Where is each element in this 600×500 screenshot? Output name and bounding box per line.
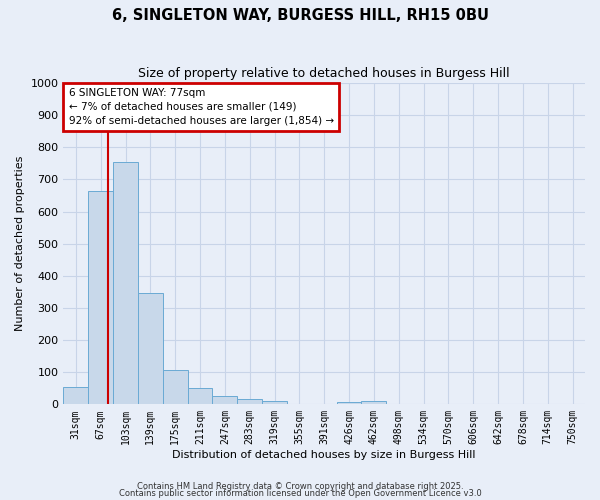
Text: 6 SINGLETON WAY: 77sqm
← 7% of detached houses are smaller (149)
92% of semi-det: 6 SINGLETON WAY: 77sqm ← 7% of detached …	[68, 88, 334, 126]
Bar	[64, 386, 88, 404]
Bar	[337, 402, 361, 404]
Bar	[262, 401, 287, 404]
Y-axis label: Number of detached properties: Number of detached properties	[15, 156, 25, 332]
Bar	[138, 294, 163, 405]
Bar	[88, 190, 113, 404]
Bar	[237, 398, 262, 404]
Bar	[113, 162, 138, 404]
Bar	[188, 388, 212, 404]
Text: Contains HM Land Registry data © Crown copyright and database right 2025.: Contains HM Land Registry data © Crown c…	[137, 482, 463, 491]
Bar	[212, 396, 237, 404]
Bar	[163, 370, 188, 404]
X-axis label: Distribution of detached houses by size in Burgess Hill: Distribution of detached houses by size …	[172, 450, 476, 460]
Text: Contains public sector information licensed under the Open Government Licence v3: Contains public sector information licen…	[119, 490, 481, 498]
Text: 6, SINGLETON WAY, BURGESS HILL, RH15 0BU: 6, SINGLETON WAY, BURGESS HILL, RH15 0BU	[112, 8, 488, 22]
Bar	[361, 401, 386, 404]
Title: Size of property relative to detached houses in Burgess Hill: Size of property relative to detached ho…	[139, 68, 510, 80]
